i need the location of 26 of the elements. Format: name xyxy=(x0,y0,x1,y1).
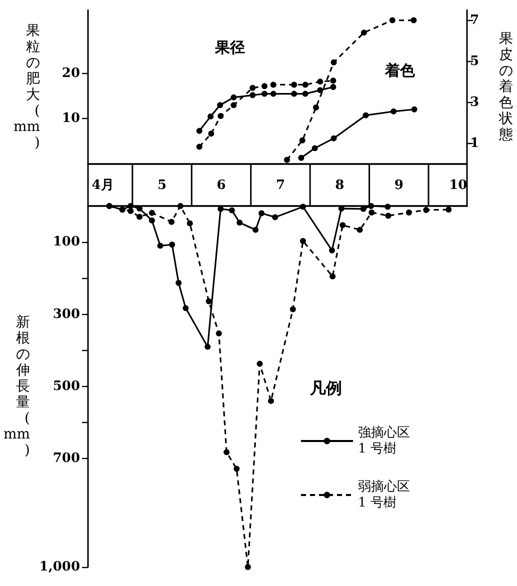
x-tick-label: 5 xyxy=(158,178,167,193)
y-tick-label: 100 xyxy=(52,234,80,250)
x-tick-label: 9 xyxy=(394,178,404,193)
y-axis-title: 果粒の肥大(mm) xyxy=(13,23,40,151)
y-tick-label: 300 xyxy=(52,306,80,322)
y-tick-label: 20 xyxy=(62,66,80,81)
y2-tick-label: 1 xyxy=(470,136,480,151)
y2-axis-title: 果皮の着色状態 xyxy=(498,31,513,143)
annotation: 果径 xyxy=(214,38,245,56)
annotation: 着色 xyxy=(384,62,416,80)
legend-label: 弱摘心区 1 号樹 xyxy=(358,478,410,510)
x-tick-label: 10 xyxy=(449,178,468,193)
y2-tick-label: 7 xyxy=(470,12,480,28)
y-tick-label: 700 xyxy=(52,451,80,466)
legend-title: 凡例 xyxy=(309,378,342,398)
x-tick-label: 8 xyxy=(335,178,344,193)
x-tick-label: 7 xyxy=(276,178,285,193)
legend-label: 強摘心区 1 号樹 xyxy=(358,424,410,456)
y-tick-label: 10 xyxy=(62,111,80,126)
y2-tick-label: 5 xyxy=(470,54,480,69)
y2-tick-label: 3 xyxy=(470,94,480,110)
text: 新根の伸長量(mm) xyxy=(3,314,30,458)
y-tick-label: 500 xyxy=(52,379,80,394)
y-tick-label: 1,000 xyxy=(39,560,80,574)
x-tick-label: 6 xyxy=(216,178,226,193)
x-tick-label: 4月 xyxy=(92,178,114,193)
